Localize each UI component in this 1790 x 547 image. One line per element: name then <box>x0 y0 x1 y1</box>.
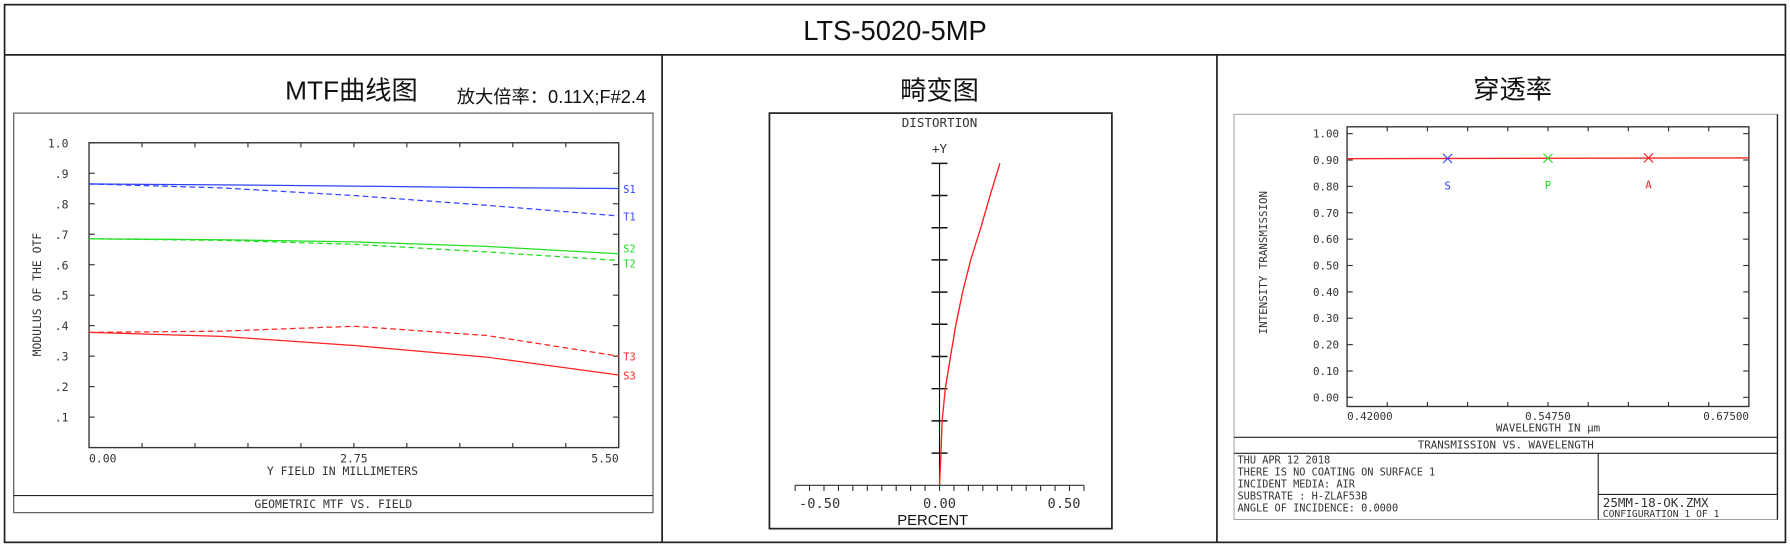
transmission-footer: TRANSMISSION VS. WAVELENGTH <box>1418 439 1594 452</box>
marker-label: A <box>1645 179 1652 192</box>
distortion-panel: 畸变图 DISTORTION +Y -0.50 0.00 0.50 PERCENT <box>768 75 1113 530</box>
y-tick-label: .1 <box>55 411 69 425</box>
y-tick-label: 0.10 <box>1313 365 1339 378</box>
info-line: SUBSTRATE : H-ZLAF53B <box>1237 491 1367 503</box>
x-tick-label: -0.50 <box>799 496 840 512</box>
series-line-t2 <box>89 238 619 262</box>
transmission-xlabel: WAVELENGTH IN µm <box>1496 422 1600 435</box>
marker-x-icon <box>1643 152 1654 163</box>
distortion-chart-title: DISTORTION <box>902 115 978 130</box>
mtf-footer: GEOMETRIC MTF VS. FIELD <box>254 497 412 511</box>
y-tick-label: .9 <box>55 167 69 181</box>
mtf-frame <box>13 112 654 514</box>
series-label: T3 <box>623 352 635 364</box>
transmission-panel: 穿透率 0.00 0.10 0.20 0.30 0.40 0.50 0.60 0.70 0.80… <box>1233 74 1779 520</box>
configuration: CONFIGURATION 1 OF 1 <box>1603 509 1720 520</box>
series-label: T1 <box>623 212 635 224</box>
marker-label: S <box>1444 179 1451 192</box>
file-name: 25MM-18-OK.ZMX <box>1603 495 1709 510</box>
y-tick-label: .4 <box>55 319 69 333</box>
x-tick-label: 0.42000 <box>1347 410 1393 423</box>
mtf-panel: MTF曲线图 放大倍率：0.11X;F#2.4 GEOMETRIC MTF VS… <box>13 75 654 514</box>
series-label: S1 <box>623 184 635 196</box>
x-tick-label: 2.75 <box>340 451 367 465</box>
y-tick-label: .3 <box>55 350 69 364</box>
distortion-title: 畸变图 <box>900 75 979 105</box>
marker-label: P <box>1545 179 1552 192</box>
mtf-xlabel: Y FIELD IN MILLIMETERS <box>267 464 418 478</box>
series-label: S2 <box>623 244 635 256</box>
x-tick-label: 0.50 <box>1047 496 1080 512</box>
y-tick-label: .7 <box>55 228 69 242</box>
y-tick-label: 0.20 <box>1313 339 1339 352</box>
y-tick-label: 0.40 <box>1313 286 1339 299</box>
distortion-ylabel: +Y <box>932 141 948 156</box>
x-tick-label: 0.54750 <box>1525 410 1571 423</box>
transmission-title: 穿透率 <box>1473 74 1552 104</box>
y-tick-label: .2 <box>55 380 69 394</box>
distortion-frame <box>768 112 1113 530</box>
y-tick-label: 0.00 <box>1313 391 1339 404</box>
mtf-title: MTF曲线图 <box>285 75 418 105</box>
y-tick-label: 1.00 <box>1313 128 1339 141</box>
info-line: ANGLE OF INCIDENCE: 0.0000 <box>1237 503 1398 515</box>
x-tick-label: 0.00 <box>923 496 956 512</box>
transmission-ylabel: INTENSITY TRANSMISSION <box>1257 191 1270 334</box>
y-tick-label: 0.80 <box>1313 180 1339 193</box>
series-line-s3 <box>89 331 619 376</box>
series-label: T2 <box>623 258 635 270</box>
x-tick-label: 0.00 <box>89 451 117 465</box>
distortion-xlabel: PERCENT <box>897 513 968 529</box>
y-tick-label: 0.70 <box>1313 207 1339 220</box>
series-line-s2 <box>89 238 619 255</box>
outer-frame <box>3 3 1787 544</box>
report-title: LTS-5020-5MP <box>803 15 987 46</box>
y-tick-label: 1.0 <box>48 136 69 150</box>
y-tick-label: 0.50 <box>1313 260 1339 273</box>
y-tick-label: 0.30 <box>1313 312 1339 325</box>
distortion-curve <box>938 163 1001 486</box>
x-tick-label: 0.67500 <box>1703 410 1749 423</box>
info-line: INCIDENT MEDIA: AIR <box>1237 479 1355 491</box>
y-tick-label: .5 <box>55 289 69 303</box>
y-tick-label: 0.60 <box>1313 233 1339 246</box>
marker-x-icon <box>1543 153 1553 164</box>
y-tick-label: .6 <box>55 258 69 272</box>
transmission-plot-area <box>1346 126 1750 408</box>
mtf-subtitle: 放大倍率：0.11X;F#2.4 <box>457 86 646 107</box>
info-line: THU APR 12 2018 <box>1237 455 1330 467</box>
y-tick-label: 0.90 <box>1313 154 1339 167</box>
mtf-ylabel: MODULUS OF THE OTF <box>30 233 44 357</box>
y-tick-label: .8 <box>55 197 69 211</box>
series-line-t1 <box>89 183 619 217</box>
x-tick-label: 5.50 <box>591 451 619 465</box>
marker-x-icon <box>1442 153 1453 164</box>
info-line: THERE IS NO COATING ON SURFACE 1 <box>1237 467 1435 479</box>
series-line-s1 <box>89 183 619 190</box>
series-label: S3 <box>623 371 635 383</box>
series-line-t3 <box>89 325 619 357</box>
